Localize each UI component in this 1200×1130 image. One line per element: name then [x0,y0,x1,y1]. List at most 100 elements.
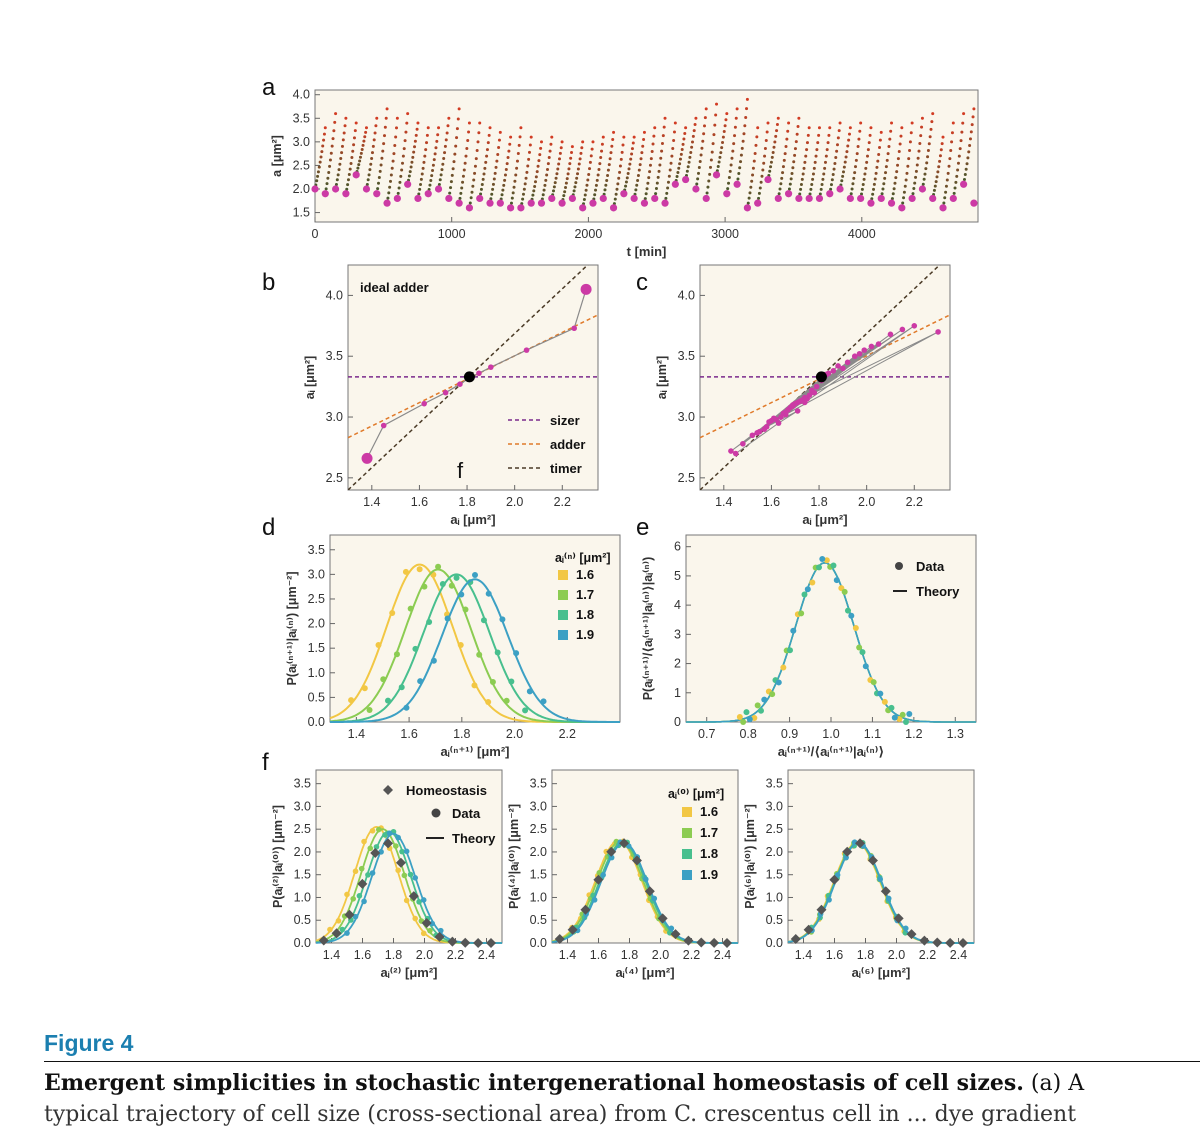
data-point-1.6 [375,641,382,648]
trajectory-point [958,147,962,151]
division-point [558,199,566,207]
trajectory-point [541,193,545,197]
trajectory-point [911,192,915,196]
trajectory-point [956,168,960,172]
trajectory-point [480,183,484,187]
y-tick-label-f2: 3.0 [530,799,547,813]
trajectory-point [419,183,423,187]
trajectory-point [831,173,835,177]
trajectory-point [658,163,662,167]
x-tick-label-d: 1.4 [348,727,365,741]
trajectory-point [366,178,370,182]
trajectory-point [928,135,932,139]
trajectory-point [712,133,716,137]
trajectory-point [353,129,357,133]
trajectory-point [417,192,421,196]
division-point [661,199,669,207]
trajectory-point [579,151,583,155]
y-tick-label-b: 3.5 [326,349,343,363]
trajectory-point [858,129,862,133]
trajectory-point [469,196,473,200]
data-point-1.9 [352,913,359,920]
trajectory-point [741,139,745,143]
trajectory-point [881,187,885,191]
trajectory-point [745,97,749,101]
data-point [896,716,903,723]
trajectory-point [340,144,344,148]
trajectory-point [680,147,684,151]
trajectory-point [346,178,350,182]
trajectory-point [752,159,756,163]
legend-label-theory: Theory [452,831,496,846]
trajectory-point [539,146,543,150]
division-point [507,204,515,212]
trajectory-point [335,178,339,182]
trajectory-point [943,196,947,200]
trajectory-point [326,176,330,180]
trajectory-point [840,365,846,372]
trajectory-point [931,112,935,116]
x-tick-label-f1: 2.0 [416,948,433,962]
trajectory-point [605,178,609,182]
data-point-1.6 [344,891,350,898]
x-tick-label-f1: 1.6 [354,948,371,962]
trajectory-point [471,184,475,188]
division-point [805,194,813,203]
homeostasis-diamond [580,904,591,915]
trajectory-point [329,151,333,155]
trajectory-point [641,144,645,148]
y-tick-label-f1: 1.5 [294,868,311,882]
homeostasis-diamond [803,924,814,935]
data-point-1.9 [591,897,598,903]
x-tick-label-e: 0.7 [698,727,715,741]
y-tick-label-b: 3.0 [326,410,343,424]
y-tick-label-f3: 2.0 [766,845,783,859]
y-tick-label-c: 4.0 [678,288,695,302]
trajectory-point [713,123,717,127]
y-tick-label-f1: 0.0 [294,936,311,950]
data-point-1.9 [361,898,367,905]
trajectory-point [802,166,806,170]
data-point-1.6 [402,568,409,575]
trajectory-point [778,187,782,191]
trajectory-point [376,187,380,191]
trajectory-point [779,182,783,186]
trajectory-point [419,177,423,181]
legend-swatch-1.7 [558,590,568,600]
trajectory-point [819,187,823,191]
y-tick-label-e: 5 [674,569,681,583]
homeostasis-diamond [932,937,943,948]
trajectory-point [573,185,577,189]
trajectory-point [436,133,440,137]
trajectory-point [657,169,661,173]
division-point [609,204,618,212]
trajectory-point [531,193,535,197]
trajectory-point [825,370,832,377]
trajectory-point [903,184,907,188]
trajectory-point [787,121,791,125]
data-point [848,612,855,619]
trajectory-point [909,131,913,135]
trajectory-point [409,165,413,169]
trajectory-point [732,142,736,146]
division-point [404,180,412,188]
trajectory-point [879,130,883,134]
trajectory-point [833,161,837,165]
x-tick-label-e: 1.2 [905,727,922,741]
trajectory-point [775,123,779,127]
trajectory-point [728,169,732,173]
trajectory-point [915,163,919,167]
trajectory-point [563,190,567,194]
data-point-1.8 [480,617,487,624]
trajectory-point [498,130,502,134]
data-point-1.8 [522,707,529,714]
trajectory-point [862,177,866,181]
trajectory-point [892,187,896,191]
trajectory-point [567,167,571,171]
division-point [877,194,885,203]
homeostasis-diamond [829,874,840,885]
trajectory-point [949,149,953,153]
adder-line [700,314,950,439]
y-tick-label-f2: 1.0 [530,890,547,904]
trajectory-point [574,181,578,185]
